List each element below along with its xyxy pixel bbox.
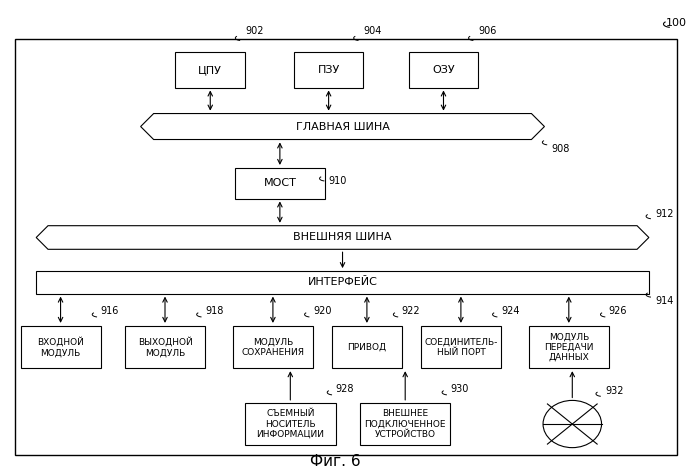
Bar: [235, 168, 325, 199]
Text: 916: 916: [101, 306, 119, 316]
Text: 908: 908: [552, 144, 570, 154]
Text: 904: 904: [363, 26, 382, 36]
Text: ИНТЕРФЕЙС: ИНТЕРФЕЙС: [308, 277, 377, 287]
Text: ЦПУ: ЦПУ: [199, 65, 222, 75]
Bar: [36, 271, 649, 294]
Text: 918: 918: [205, 306, 224, 316]
Text: МОСТ: МОСТ: [264, 178, 296, 188]
Text: 912: 912: [656, 209, 675, 218]
Text: МОДУЛЬ
СОХРАНЕНИЯ: МОДУЛЬ СОХРАНЕНИЯ: [241, 337, 305, 357]
Text: 914: 914: [656, 296, 675, 306]
Bar: [245, 403, 336, 445]
Ellipse shape: [543, 400, 602, 447]
Text: МОДУЛЬ
ПЕРЕДАЧИ
ДАННЫХ: МОДУЛЬ ПЕРЕДАЧИ ДАННЫХ: [544, 332, 593, 362]
Text: 906: 906: [478, 26, 497, 36]
Bar: [233, 326, 313, 368]
Bar: [409, 52, 478, 87]
Text: 920: 920: [313, 306, 331, 316]
Text: ВНЕШНЕЕ
ПОДКЛЮЧЕННОЕ
УСТРОЙСТВО: ВНЕШНЕЕ ПОДКЛЮЧЕННОЕ УСТРОЙСТВО: [364, 409, 446, 439]
Text: 928: 928: [336, 384, 354, 394]
Bar: [125, 326, 205, 368]
Text: СЪЕМНЫЙ
НОСИТЕЛЬ
ИНФОРМАЦИИ: СЪЕМНЫЙ НОСИТЕЛЬ ИНФОРМАЦИИ: [257, 409, 324, 439]
Text: ВХОДНОЙ
МОДУЛЬ: ВХОДНОЙ МОДУЛЬ: [37, 337, 84, 357]
Text: СОЕДИНИТЕЛЬ-
НЫЙ ПОРТ: СОЕДИНИТЕЛЬ- НЫЙ ПОРТ: [424, 337, 498, 357]
Text: 902: 902: [245, 26, 264, 36]
Bar: [332, 326, 402, 368]
Bar: [20, 326, 101, 368]
Text: ВЫХОДНОЙ
МОДУЛЬ: ВЫХОДНОЙ МОДУЛЬ: [138, 337, 192, 357]
Text: 922: 922: [402, 306, 420, 316]
Bar: [421, 326, 501, 368]
Bar: [175, 52, 245, 87]
Text: 924: 924: [501, 306, 519, 316]
Bar: [528, 326, 609, 368]
Bar: [15, 39, 677, 455]
Text: 932: 932: [605, 386, 624, 396]
Bar: [294, 52, 363, 87]
Text: 910: 910: [329, 176, 347, 186]
Text: ГЛАВНАЯ ШИНА: ГЛАВНАЯ ШИНА: [296, 122, 389, 132]
Text: ВНЕШНЯЯ ШИНА: ВНЕШНЯЯ ШИНА: [294, 232, 391, 243]
Text: 930: 930: [450, 384, 469, 394]
Text: ПРИВОД: ПРИВОД: [347, 342, 387, 352]
Polygon shape: [140, 114, 545, 140]
Text: ОЗУ: ОЗУ: [432, 65, 455, 75]
Bar: [360, 403, 450, 445]
Polygon shape: [36, 226, 649, 249]
Text: 926: 926: [609, 306, 627, 316]
Text: 100: 100: [666, 18, 687, 28]
Text: ПЗУ: ПЗУ: [317, 65, 340, 75]
Text: Фиг. 6: Фиг. 6: [310, 454, 361, 469]
